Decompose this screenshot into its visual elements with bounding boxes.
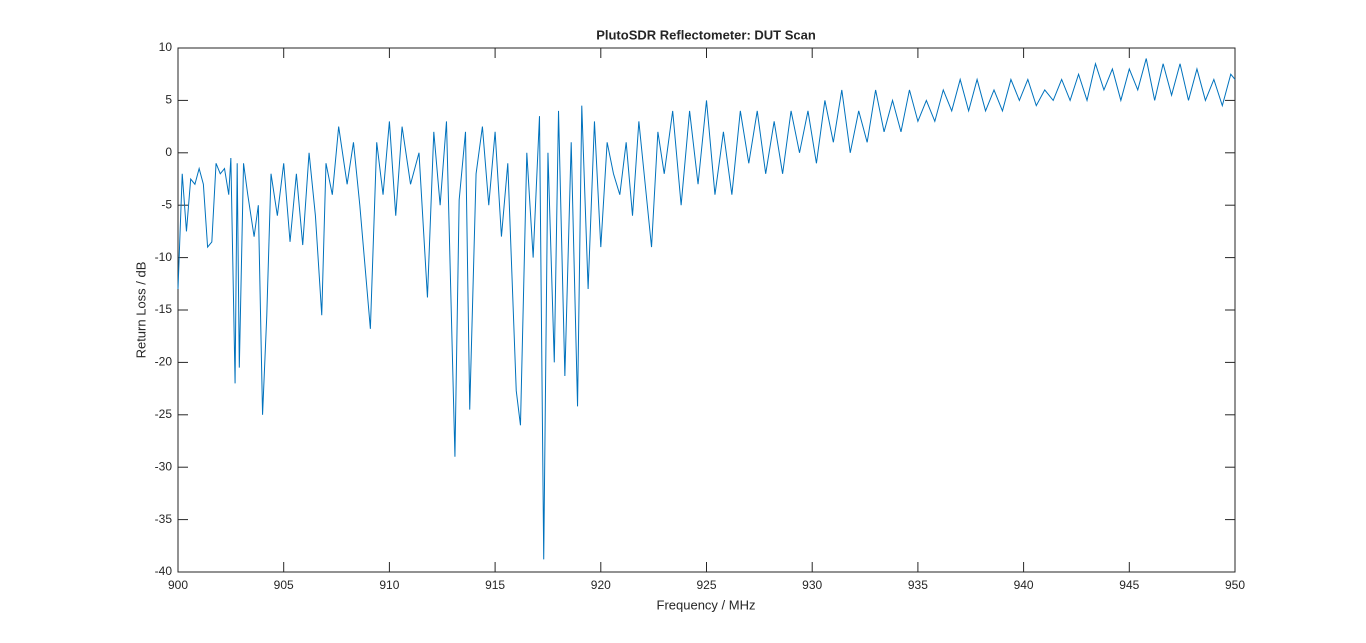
y-tick-label: -25 (155, 407, 173, 421)
x-tick-label: 915 (485, 578, 505, 592)
x-tick-label: 940 (1014, 578, 1034, 592)
y-tick-label: -15 (155, 302, 173, 316)
x-tick-label: 935 (908, 578, 928, 592)
x-tick-label: 910 (379, 578, 399, 592)
x-tick-label: 925 (696, 578, 716, 592)
x-tick-label: 930 (802, 578, 822, 592)
x-axis-label: Frequency / MHz (657, 597, 756, 612)
x-tick-label: 920 (591, 578, 611, 592)
y-tick-label: 10 (159, 40, 173, 54)
y-tick-label: -10 (155, 250, 173, 264)
data-line (177, 58, 1236, 560)
x-tick-label: 900 (168, 578, 188, 592)
x-tick-label: 905 (274, 578, 294, 592)
x-tick-label: 950 (1225, 578, 1245, 592)
x-tick-label: 945 (1119, 578, 1139, 592)
y-tick-label: -40 (155, 564, 173, 578)
y-tick-label: 5 (165, 93, 172, 107)
y-tick-label: -5 (161, 197, 172, 211)
y-tick-label: -20 (155, 355, 173, 369)
y-tick-label: 0 (165, 145, 172, 159)
y-axis-label: Return Loss / dB (133, 262, 148, 359)
y-tick-label: -35 (155, 512, 173, 526)
chart-title: PlutoSDR Reflectometer: DUT Scan (596, 27, 816, 42)
y-tick-label: -30 (155, 459, 173, 473)
